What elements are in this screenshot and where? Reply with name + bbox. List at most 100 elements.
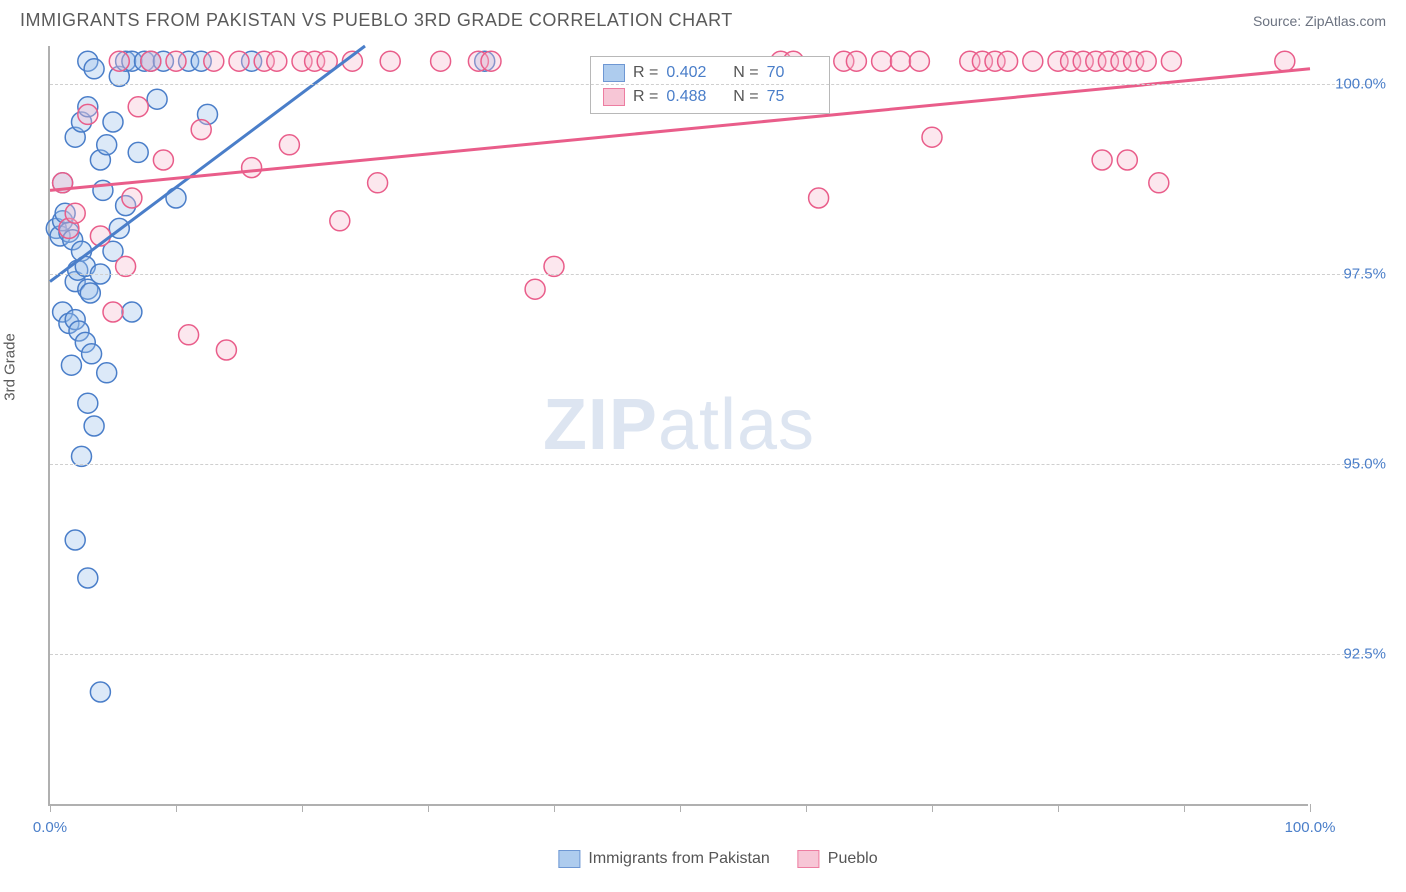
data-point (97, 363, 117, 383)
stat-r-value: 0.488 (666, 85, 716, 109)
data-point (481, 51, 501, 71)
data-point (330, 211, 350, 231)
chart-container: 3rd Grade ZIPatlas R = 0.402 N = 70R = 0… (48, 46, 1388, 836)
gridline (50, 84, 1370, 85)
x-tick (428, 804, 429, 812)
gridline (50, 274, 1370, 275)
x-tick (302, 804, 303, 812)
legend-stats-row: R = 0.488 N = 75 (603, 85, 817, 109)
data-point (242, 158, 262, 178)
x-tick (932, 804, 933, 812)
data-point (128, 142, 148, 162)
data-point (78, 393, 98, 413)
data-point (216, 340, 236, 360)
legend-stats-row: R = 0.402 N = 70 (603, 61, 817, 85)
data-point (82, 344, 102, 364)
data-point (147, 89, 167, 109)
data-point (846, 51, 866, 71)
data-point (204, 51, 224, 71)
legend-swatch (603, 64, 625, 82)
data-point (122, 188, 142, 208)
y-tick-label: 100.0% (1316, 76, 1386, 93)
gridline (50, 654, 1370, 655)
data-point (122, 302, 142, 322)
data-point (179, 325, 199, 345)
data-point (128, 97, 148, 117)
data-point (279, 135, 299, 155)
header: IMMIGRANTS FROM PAKISTAN VS PUEBLO 3RD G… (0, 0, 1406, 37)
data-point (78, 104, 98, 124)
x-tick-label: 100.0% (1285, 819, 1336, 836)
legend-swatch (798, 850, 820, 868)
x-tick (680, 804, 681, 812)
data-point (191, 120, 211, 140)
data-point (1117, 150, 1137, 170)
data-point (229, 51, 249, 71)
source-attribution: Source: ZipAtlas.com (1253, 13, 1386, 29)
y-tick-label: 92.5% (1316, 646, 1386, 663)
data-point (61, 355, 81, 375)
data-point (872, 51, 892, 71)
data-point (1092, 150, 1112, 170)
x-tick (176, 804, 177, 812)
plot-svg (50, 46, 1310, 806)
data-point (103, 112, 123, 132)
y-tick-label: 95.0% (1316, 456, 1386, 473)
x-tick (1310, 804, 1311, 812)
data-point (84, 416, 104, 436)
data-point (65, 203, 85, 223)
data-point (80, 283, 100, 303)
stat-n-label: N = (724, 61, 758, 85)
data-point (90, 682, 110, 702)
source-label: Source: (1253, 13, 1305, 29)
data-point (84, 59, 104, 79)
stat-r-label: R = (633, 85, 658, 109)
chart-title: IMMIGRANTS FROM PAKISTAN VS PUEBLO 3RD G… (20, 10, 733, 31)
gridline (50, 464, 1370, 465)
legend-item: Pueblo (798, 850, 878, 868)
data-point (1161, 51, 1181, 71)
data-point (1023, 51, 1043, 71)
data-point (909, 51, 929, 71)
y-axis-label: 3rd Grade (2, 333, 19, 401)
data-point (109, 51, 129, 71)
legend-item: Immigrants from Pakistan (558, 850, 769, 868)
legend-label: Pueblo (828, 850, 878, 868)
legend-stats: R = 0.402 N = 70R = 0.488 N = 75 (590, 56, 830, 114)
legend-bottom: Immigrants from Pakistan Pueblo (558, 850, 877, 868)
data-point (1275, 51, 1295, 71)
x-tick (554, 804, 555, 812)
x-tick (806, 804, 807, 812)
data-point (153, 150, 173, 170)
data-point (998, 51, 1018, 71)
stat-r-value: 0.402 (666, 61, 716, 85)
data-point (891, 51, 911, 71)
data-point (166, 51, 186, 71)
legend-swatch (558, 850, 580, 868)
data-point (103, 302, 123, 322)
data-point (1136, 51, 1156, 71)
plot-area: ZIPatlas R = 0.402 N = 70R = 0.488 N = 7… (48, 46, 1308, 806)
x-tick-label: 0.0% (33, 819, 67, 836)
x-tick (50, 804, 51, 812)
data-point (380, 51, 400, 71)
data-point (141, 51, 161, 71)
data-point (65, 530, 85, 550)
stat-n-value: 70 (767, 61, 817, 85)
data-point (525, 279, 545, 299)
stat-n-label: N = (724, 85, 758, 109)
stat-r-label: R = (633, 61, 658, 85)
x-tick (1184, 804, 1185, 812)
data-point (368, 173, 388, 193)
data-point (922, 127, 942, 147)
y-tick-label: 97.5% (1316, 266, 1386, 283)
data-point (809, 188, 829, 208)
source-name: ZipAtlas.com (1305, 13, 1386, 29)
legend-swatch (603, 88, 625, 106)
data-point (78, 568, 98, 588)
x-tick (1058, 804, 1059, 812)
legend-label: Immigrants from Pakistan (588, 850, 769, 868)
data-point (97, 135, 117, 155)
data-point (1149, 173, 1169, 193)
stat-n-value: 75 (767, 85, 817, 109)
